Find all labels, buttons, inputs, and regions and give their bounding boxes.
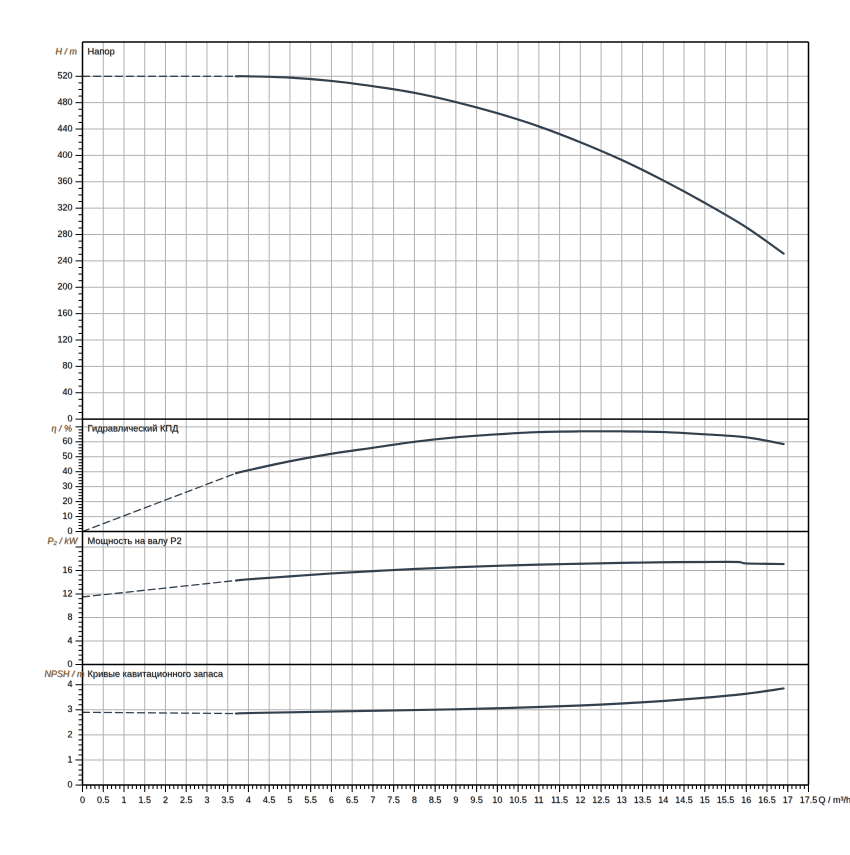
svg-text:120: 120 <box>57 334 72 344</box>
svg-text:60: 60 <box>62 436 72 446</box>
svg-text:440: 440 <box>57 123 72 133</box>
svg-text:1.5: 1.5 <box>138 795 151 805</box>
svg-text:14.5: 14.5 <box>675 795 693 805</box>
svg-text:4: 4 <box>67 679 72 689</box>
svg-text:2.5: 2.5 <box>180 795 193 805</box>
svg-text:16: 16 <box>741 795 751 805</box>
svg-text:7.5: 7.5 <box>387 795 400 805</box>
svg-text:Мощность на валу P2: Мощность на валу P2 <box>88 536 182 546</box>
svg-text:10: 10 <box>62 511 72 521</box>
svg-text:200: 200 <box>57 282 72 292</box>
svg-text:80: 80 <box>62 361 72 371</box>
svg-text:1: 1 <box>121 795 126 805</box>
svg-text:320: 320 <box>57 203 72 213</box>
svg-text:0: 0 <box>80 795 85 805</box>
svg-text:9: 9 <box>453 795 458 805</box>
svg-text:40: 40 <box>62 466 72 476</box>
svg-text:50: 50 <box>62 451 72 461</box>
svg-text:360: 360 <box>57 176 72 186</box>
svg-text:3: 3 <box>67 704 72 714</box>
svg-text:15.5: 15.5 <box>717 795 735 805</box>
svg-text:40: 40 <box>62 387 72 397</box>
svg-text:14: 14 <box>658 795 668 805</box>
svg-text:17: 17 <box>783 795 793 805</box>
svg-text:3: 3 <box>204 795 209 805</box>
svg-text:10.5: 10.5 <box>509 795 527 805</box>
svg-text:6.5: 6.5 <box>346 795 359 805</box>
svg-text:400: 400 <box>57 150 72 160</box>
svg-text:4: 4 <box>246 795 251 805</box>
svg-text:280: 280 <box>57 229 72 239</box>
svg-text:9.5: 9.5 <box>470 795 483 805</box>
svg-text:0.5: 0.5 <box>97 795 110 805</box>
svg-text:η / %: η / % <box>52 423 73 433</box>
svg-text:12: 12 <box>575 795 585 805</box>
svg-text:5.5: 5.5 <box>304 795 317 805</box>
svg-text:20: 20 <box>62 496 72 506</box>
svg-text:240: 240 <box>57 255 72 265</box>
svg-text:8: 8 <box>67 612 72 622</box>
svg-text:2: 2 <box>163 795 168 805</box>
svg-text:16.5: 16.5 <box>758 795 776 805</box>
svg-text:2: 2 <box>67 729 72 739</box>
svg-text:480: 480 <box>57 97 72 107</box>
svg-text:Напор: Напор <box>88 46 115 56</box>
svg-text:5: 5 <box>287 795 292 805</box>
svg-text:Кривые кавитационного запаса: Кривые кавитационного запаса <box>88 669 224 679</box>
svg-text:8: 8 <box>412 795 417 805</box>
svg-text:13.5: 13.5 <box>634 795 652 805</box>
svg-text:Гидравлический КПД: Гидравлический КПД <box>88 423 180 433</box>
svg-text:30: 30 <box>62 481 72 491</box>
svg-text:4.5: 4.5 <box>263 795 276 805</box>
svg-text:NPSH / m: NPSH / m <box>45 669 86 679</box>
svg-text:6: 6 <box>329 795 334 805</box>
svg-text:16: 16 <box>62 565 72 575</box>
svg-text:1: 1 <box>67 754 72 764</box>
svg-text:520: 520 <box>57 71 72 81</box>
svg-text:17.5: 17.5 <box>800 795 818 805</box>
svg-text:7: 7 <box>370 795 375 805</box>
svg-text:0: 0 <box>67 779 72 789</box>
svg-text:8.5: 8.5 <box>429 795 442 805</box>
svg-text:11: 11 <box>534 795 543 805</box>
svg-text:11.5: 11.5 <box>551 795 568 805</box>
svg-text:Q / m³/h: Q / m³/h <box>819 795 850 805</box>
svg-text:4: 4 <box>67 635 72 645</box>
svg-text:12.5: 12.5 <box>592 795 610 805</box>
svg-text:10: 10 <box>492 795 502 805</box>
svg-text:15: 15 <box>700 795 710 805</box>
svg-text:3.5: 3.5 <box>221 795 234 805</box>
svg-text:12: 12 <box>62 588 72 598</box>
svg-text:H / m: H / m <box>56 46 78 56</box>
svg-text:P₂ / kW: P₂ / kW <box>48 536 79 546</box>
svg-text:13: 13 <box>617 795 627 805</box>
svg-text:160: 160 <box>57 308 72 318</box>
